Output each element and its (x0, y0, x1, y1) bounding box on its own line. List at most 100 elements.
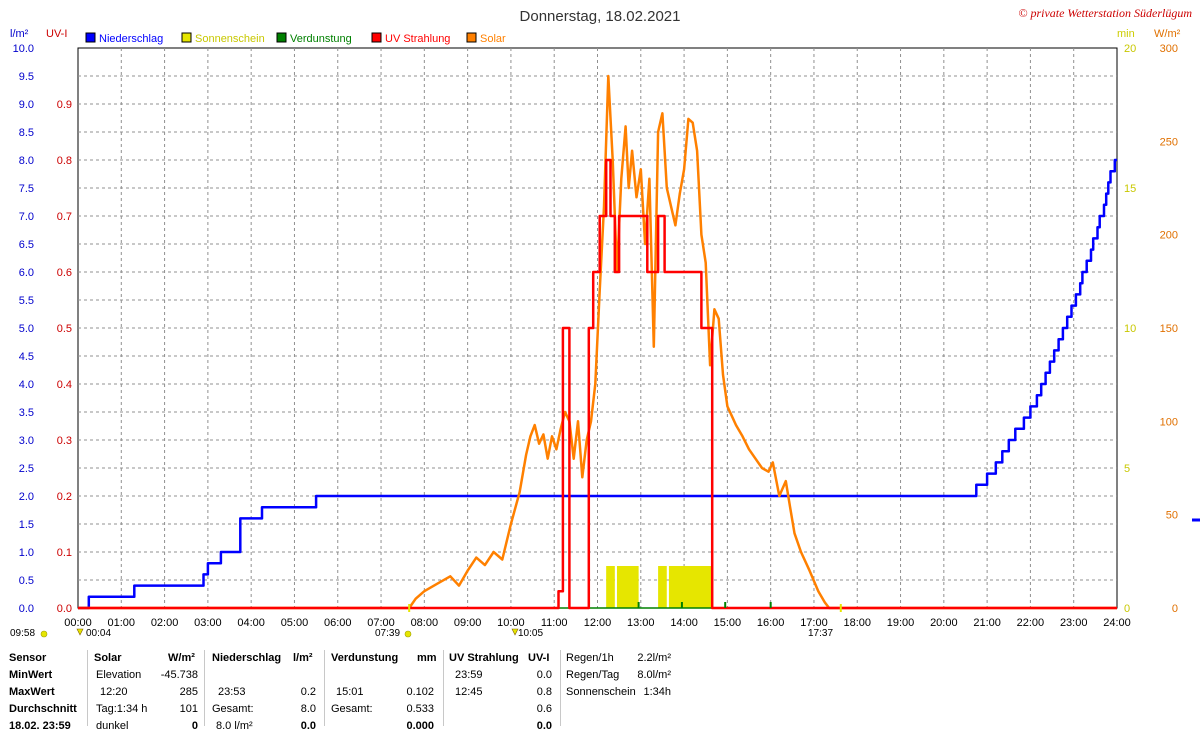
extra-value-rain-day: 8.0l/m² (637, 669, 671, 681)
y-tick-solar: 100 (1160, 416, 1178, 428)
moonrise-label: 00:04 (86, 628, 111, 639)
row-label-avg: Durchschnitt (9, 703, 77, 715)
extra-label-rain-day: Regen/Tag (566, 669, 620, 681)
rain-total-label: Gesamt: (212, 703, 254, 715)
evap-total-value: 0.533 (406, 703, 434, 715)
rain-current-label: 8.0 l/m² (216, 720, 253, 732)
y-tick-uv: 0.0 (57, 603, 72, 615)
x-tick-label: 04:00 (237, 617, 265, 629)
sunrise-label: 07:39 (375, 628, 400, 639)
sunshine-bar-1 (616, 566, 639, 608)
sunrise-icon (404, 630, 412, 638)
col-header-rain: Niederschlag (212, 652, 282, 664)
y-tick-rain: 7.5 (19, 183, 34, 195)
x-tick-label: 06:00 (324, 617, 352, 629)
extra-label-rain-hour: Regen/1h (566, 652, 614, 664)
moonset-label: 10:05 (518, 628, 543, 639)
col-header-evap: Verdunstung (331, 652, 399, 664)
rain-max-value: 0.2 (300, 686, 316, 698)
x-tick-label: 20:00 (930, 617, 958, 629)
y-tick-uv: 0.6 (57, 267, 72, 279)
moon-phase-time-label: 09:58 (10, 628, 35, 639)
col-header-uv: UV Strahlung (449, 652, 519, 664)
x-tick-label: 22:00 (1017, 617, 1045, 629)
x-tick-label: 23:00 (1060, 617, 1088, 629)
solar-max-value: 285 (179, 686, 198, 698)
col-header-evap-unit: mm (417, 652, 437, 664)
col-header-sensor: Sensor (9, 652, 47, 664)
legend-swatch-4 (466, 32, 477, 43)
y-tick-rain: 6.0 (19, 267, 34, 279)
y-tick-rain: 4.5 (19, 351, 34, 363)
extra-value-rain-hour: 2.2l/m² (637, 652, 671, 664)
x-tick-label: 24:00 (1103, 617, 1131, 629)
y-tick-solar: 200 (1160, 230, 1178, 242)
x-tick-label: 03:00 (194, 617, 222, 629)
x-tick-label: 21:00 (973, 617, 1001, 629)
y-tick-sun: 5 (1124, 463, 1130, 475)
y-tick-rain: 9.0 (19, 99, 34, 111)
evap-current-value: 0.000 (406, 720, 434, 732)
copyright-label: © private Wetterstation Süderlügum (1018, 6, 1192, 20)
x-tick-label: 00:00 (64, 617, 92, 629)
y-tick-uv: 0.8 (57, 155, 72, 167)
x-tick-label: 13:00 (627, 617, 655, 629)
y-tick-rain: 10.0 (13, 43, 34, 55)
sunset-label: 17:37 (808, 628, 833, 639)
x-tick-label: 11:00 (541, 617, 568, 629)
extra-value-sunshine: 1:34h (643, 686, 671, 698)
x-tick-label: 19:00 (887, 617, 915, 629)
x-tick-label: 18:00 (843, 617, 871, 629)
y-tick-rain: 1.0 (19, 547, 34, 559)
y-tick-rain: 2.5 (19, 463, 34, 475)
uv-min-time: 23:59 (455, 669, 483, 681)
unit-label-rain: l/m² (10, 28, 29, 40)
uv-max-value: 0.8 (536, 686, 552, 698)
evap-max-time: 15:01 (336, 686, 364, 698)
series-line-solar (78, 74, 1117, 610)
x-tick-label: 08:00 (411, 617, 439, 629)
series-line-niederschlag (78, 158, 1117, 610)
legend-label-3: UV Strahlung (385, 33, 450, 45)
y-tick-rain: 2.0 (19, 491, 34, 503)
uv-min-value: 0.0 (536, 669, 552, 681)
stats-table: Sensor Solar W/m² Niederschlag l/m² Verd… (0, 650, 1200, 732)
uv-current-value: 0.0 (536, 720, 552, 732)
rain-max-time: 23:53 (218, 686, 246, 698)
y-tick-solar: 150 (1160, 323, 1178, 335)
y-tick-rain: 8.0 (19, 155, 34, 167)
y-tick-sun: 0 (1124, 603, 1130, 615)
x-tick-label: 12:00 (584, 617, 612, 629)
legend-swatch-2 (276, 32, 287, 43)
y-tick-uv: 0.4 (57, 379, 72, 391)
solar-avg-value: 101 (179, 703, 198, 715)
sunshine-bar-3 (668, 566, 713, 608)
y-tick-uv: 0.2 (57, 491, 72, 503)
legend-label-2: Verdunstung (290, 33, 352, 45)
y-tick-rain: 5.5 (19, 295, 34, 307)
y-tick-sun: 15 (1124, 183, 1136, 195)
legend-label-1: Sonnenschein (195, 33, 265, 45)
rain-current-value: 0.0 (300, 720, 316, 732)
x-tick-label: 17:00 (800, 617, 828, 629)
col-header-solar-unit: W/m² (168, 652, 195, 664)
y-tick-solar: 50 (1166, 510, 1178, 522)
x-tick-label: 15:00 (714, 617, 742, 629)
moonrise-icon (76, 628, 84, 636)
moonset-icon (511, 628, 519, 636)
y-tick-sun: 20 (1124, 43, 1136, 55)
y-tick-solar: 300 (1160, 43, 1178, 55)
solar-min-label: Elevation (96, 669, 142, 681)
y-tick-solar: 0 (1172, 603, 1178, 615)
y-tick-rain: 3.5 (19, 407, 34, 419)
x-tick-label: 09:00 (454, 617, 482, 629)
y-tick-uv: 0.7 (57, 211, 72, 223)
legend-swatch-1 (181, 32, 192, 43)
x-tick-label: 05:00 (281, 617, 309, 629)
evap-max-value: 0.102 (406, 686, 434, 698)
series-line-uv-strahlung (78, 158, 1117, 610)
row-label-max: MaxWert (9, 686, 55, 698)
col-header-uv-unit: UV-I (528, 652, 550, 664)
unit-label-wm2: W/m² (1154, 28, 1181, 40)
solar-avg-label: Tag:1:34 h (96, 703, 148, 715)
